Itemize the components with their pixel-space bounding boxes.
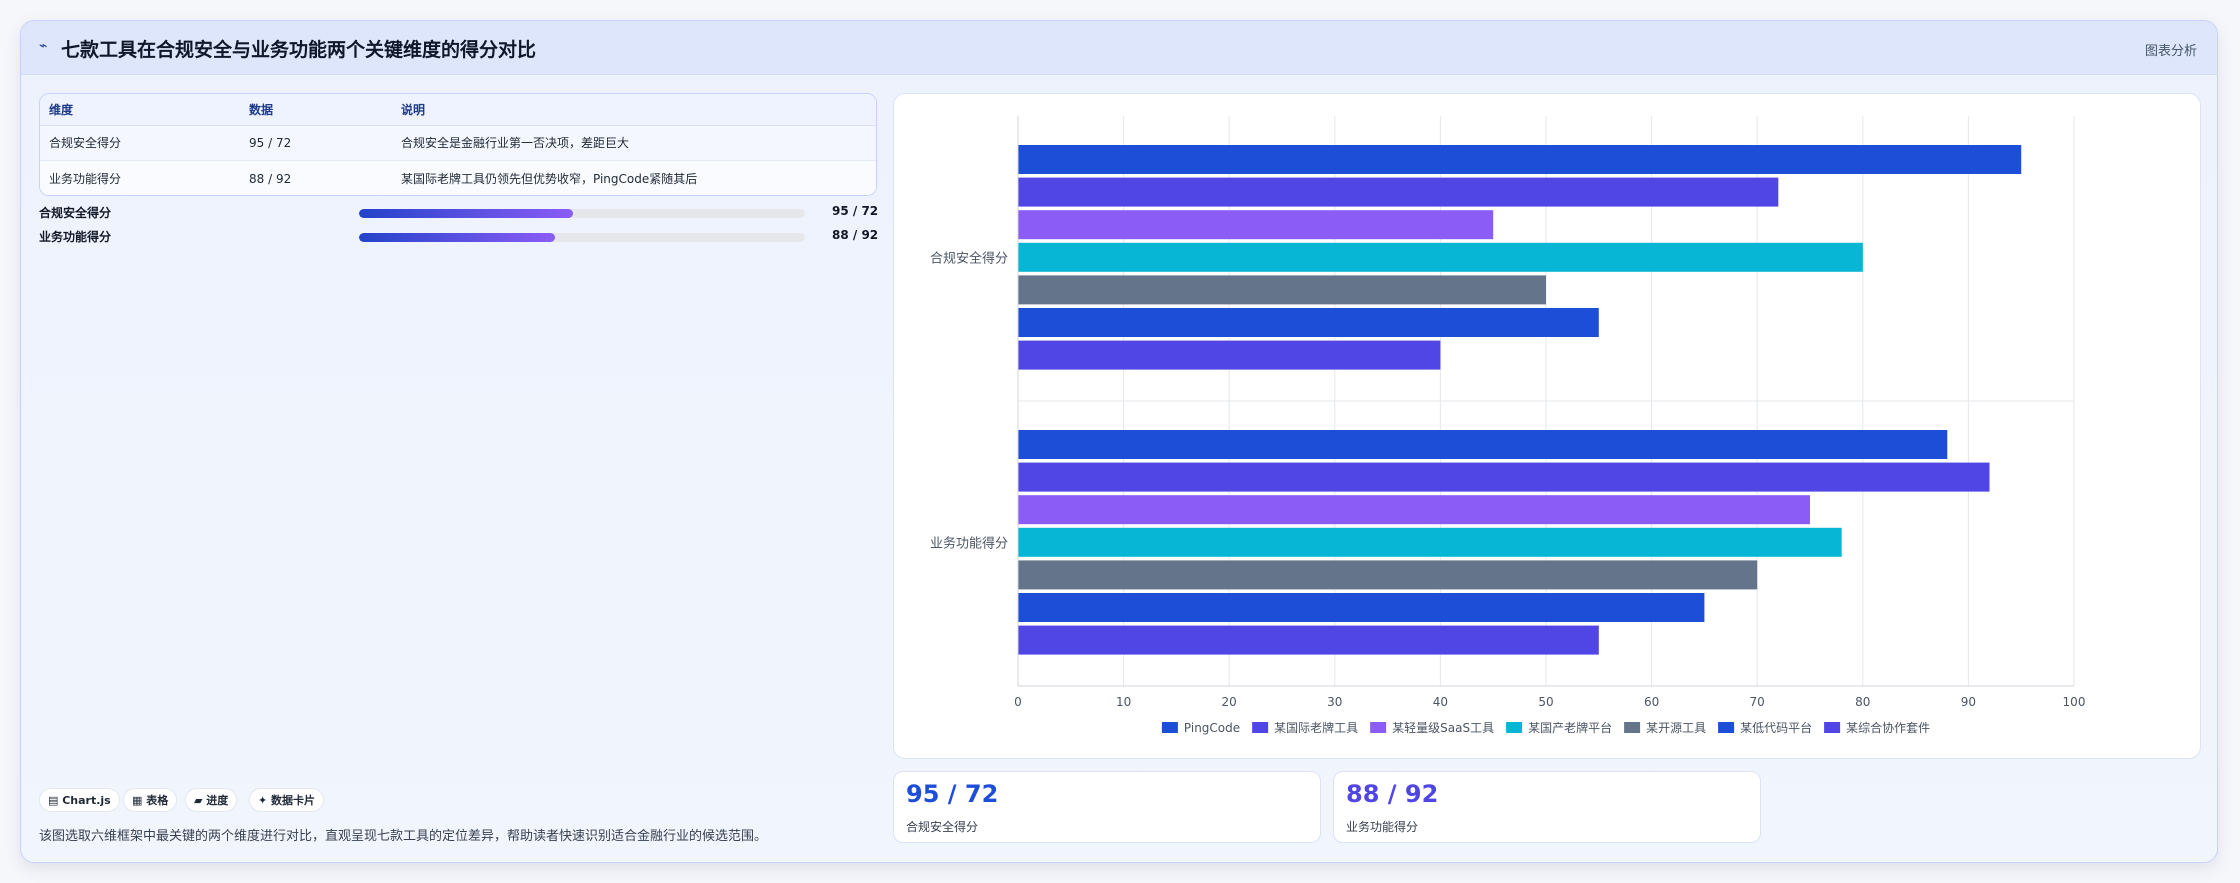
x-tick-label: 50 [1538,695,1553,709]
page-title: 七款工具在合规安全与业务功能两个关键维度的得分对比 [61,39,537,61]
x-tick-label: 70 [1750,695,1765,709]
legend-swatch [1718,722,1735,733]
progress-label: 业务功能得分 [39,230,112,244]
bar[interactable] [1018,593,1705,622]
table-cell-dimension: 合规安全得分 [49,136,122,150]
bar[interactable] [1018,308,1599,337]
table-row: 合规安全得分 95 / 72 合规安全是金融行业第一否决项，差距巨大 [40,126,876,161]
legend-label[interactable]: 某轻量级SaaS工具 [1392,721,1494,735]
progress-value: 88 / 92 [832,228,879,242]
legend-swatch [1506,722,1523,733]
chip-table[interactable]: ▦ 表格 [123,788,178,812]
x-tick-label: 40 [1433,695,1448,709]
card-header: ⌁ 七款工具在合规安全与业务功能两个关键维度的得分对比 图表分析 [21,21,2217,75]
table-row: 业务功能得分 88 / 92 某国际老牌工具仍领先但优势收窄，PingCode紧… [40,161,876,195]
progress-row-business: 业务功能得分 88 / 92 [39,228,879,246]
bar[interactable] [1018,495,1810,525]
x-tick-label: 100 [2063,695,2086,709]
table-cell-note: 某国际老牌工具仍领先但优势收窄，PingCode紧随其后 [401,172,698,186]
bar[interactable] [1018,340,1441,370]
chart-line-icon: ⌁ [39,38,48,54]
progress-row-compliance: 合规安全得分 95 / 72 [39,204,879,222]
legend-label[interactable]: 某国产老牌平台 [1528,720,1612,735]
bar[interactable] [1018,177,1779,207]
data-table: 维度 数据 说明 合规安全得分 95 / 72 合规安全是金融行业第一否决项，差… [39,93,877,196]
bar[interactable] [1018,275,1546,305]
x-tick-label: 20 [1222,695,1237,709]
table-header-note: 说明 [401,103,426,117]
chip-progress[interactable]: ▰ 进度 [185,788,238,812]
chip-chartjs[interactable]: ▤ Chart.js [39,788,120,812]
legend-swatch [1370,722,1387,733]
stat-card-compliance: 95 / 72 合规安全得分 [893,771,1321,843]
chip-data-card[interactable]: ✦ 数据卡片 [249,788,325,812]
legend-swatch [1252,722,1269,733]
x-tick-label: 30 [1327,695,1342,709]
bar[interactable] [1018,462,1990,492]
legend-label[interactable]: 某国际老牌工具 [1274,721,1358,735]
legend-swatch [1161,722,1178,733]
table-cell-data: 95 / 72 [249,136,292,150]
table-header-row: 维度 数据 说明 [40,94,876,126]
table-cell-dimension: 业务功能得分 [49,172,122,186]
table-header-dimension: 维度 [49,103,74,117]
chart-analysis-link[interactable]: 图表分析 [2144,44,2197,59]
table-header-data: 数据 [249,103,274,117]
chart-note: 该图选取六维框架中最关键的两个维度进行对比，直观呈现七款工具的定位差异，帮助读者… [39,829,768,844]
table-cell-note: 合规安全是金融行业第一否决项，差距巨大 [401,136,630,150]
bar[interactable] [1018,625,1599,655]
legend-swatch [1824,722,1841,733]
stat-caption: 合规安全得分 [906,820,979,834]
progress-track [359,233,805,242]
y-category-label: 合规安全得分 [930,251,1008,267]
stat-caption: 业务功能得分 [1346,820,1419,834]
chart-panel: 0 10 20 30 40 50 60 70 80 90 100 合规安全得分 业务功能得分 PingC… [893,93,2201,759]
legend-swatch [1624,722,1641,733]
stat-value: 88 / 92 [1346,780,1439,808]
progress-value: 95 / 72 [832,204,879,218]
bar[interactable] [1018,560,1758,590]
y-category-label: 业务功能得分 [930,536,1008,552]
x-tick-label: 90 [1961,695,1976,709]
progress-fill [359,209,574,218]
progress-fill [359,233,556,242]
bar[interactable] [1018,527,1842,557]
table-cell-data: 88 / 92 [249,172,292,186]
legend-label[interactable]: 某低代码平台 [1740,720,1812,735]
progress-label: 合规安全得分 [39,206,112,220]
legend-label[interactable]: 某开源工具 [1646,721,1706,735]
bar[interactable] [1018,242,1863,272]
chart-card: ⌁ 七款工具在合规安全与业务功能两个关键维度的得分对比 图表分析 维度 数据 说… [20,20,2218,863]
bar[interactable] [1018,210,1494,240]
x-tick-label: 10 [1116,695,1131,709]
x-tick-label: 80 [1855,695,1870,709]
bar[interactable] [1018,430,1948,459]
legend-label[interactable]: PingCode [1184,721,1240,735]
x-tick-label: 60 [1644,695,1659,709]
progress-track [359,209,805,218]
stat-card-business: 88 / 92 业务功能得分 [1333,771,1761,843]
stat-value: 95 / 72 [906,780,999,808]
bar[interactable] [1018,145,2022,174]
x-tick-label: 0 [1014,695,1022,709]
legend-label[interactable]: 某综合协作套件 [1846,720,1930,735]
